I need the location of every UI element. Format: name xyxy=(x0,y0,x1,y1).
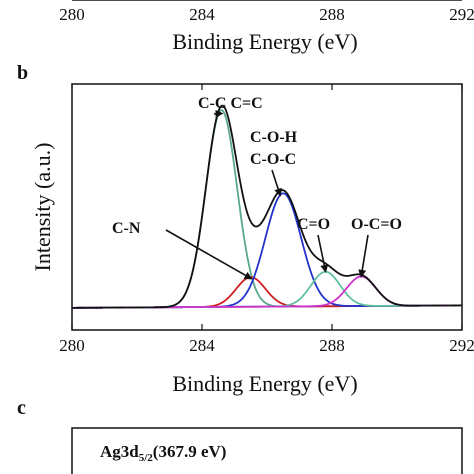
annotation-arrow xyxy=(358,234,369,278)
panel-b-letter: b xyxy=(17,62,28,84)
peak-annotation-label: C-O-H xyxy=(250,129,298,146)
x-ticks: 280 284 288 292 xyxy=(59,84,474,355)
panel-c-peak-label: Ag3d5/2(367.9 eV) xyxy=(100,442,226,464)
panel-a-x-axis-title: Binding Energy (eV) xyxy=(172,29,357,54)
panel-c-label-sub: 5/2 xyxy=(139,452,154,464)
x-tick-label: 288 xyxy=(319,336,345,355)
curves xyxy=(71,104,463,309)
annotation-arrow xyxy=(271,169,282,197)
panel-a-tick-label: 292 xyxy=(449,5,474,24)
panel-c-label-value: (367.9 eV) xyxy=(153,442,227,461)
panel-a-tick-label: 284 xyxy=(189,5,215,24)
peak-annotation-label: O-C=O xyxy=(351,216,402,233)
annotations: C-C C=C C-O-H C-O-C C-N C=O O-C=O xyxy=(112,95,402,280)
panel-c-label-main: Ag3d xyxy=(100,442,139,461)
envelope-curve xyxy=(71,104,463,309)
peak-annotation-label: C-C C=C xyxy=(198,95,263,112)
y-axis-title: Intensity (a.u.) xyxy=(30,143,55,272)
panel-a-partial: 280 284 288 292 Binding Energy (eV) xyxy=(59,0,474,54)
x-axis-title: Binding Energy (eV) xyxy=(172,371,357,396)
x-tick-label: 284 xyxy=(189,336,215,355)
panel-c-partial: Ag3d5/2(367.9 eV) xyxy=(71,427,463,474)
panel-a-tick-label: 280 xyxy=(59,5,85,24)
panel-a-tick-label: 288 xyxy=(319,5,345,24)
peak-annotation-label: C-N xyxy=(112,220,141,237)
panel-c-frame xyxy=(71,427,463,474)
peak-annotation-label: C-O-C xyxy=(250,151,296,168)
peak-annotation-label: C=O xyxy=(297,216,330,233)
panel-c-letter: c xyxy=(17,397,26,419)
plot-frame xyxy=(71,83,463,331)
annotation-arrow xyxy=(317,234,329,273)
x-tick-label: 280 xyxy=(59,336,85,355)
x-tick-label: 292 xyxy=(449,336,474,355)
annotation-arrow xyxy=(165,229,253,280)
panel-b-chart: 280 284 288 292 C-C C=C C-O-H C-O-C C-N C=O O-C=… xyxy=(30,83,474,396)
